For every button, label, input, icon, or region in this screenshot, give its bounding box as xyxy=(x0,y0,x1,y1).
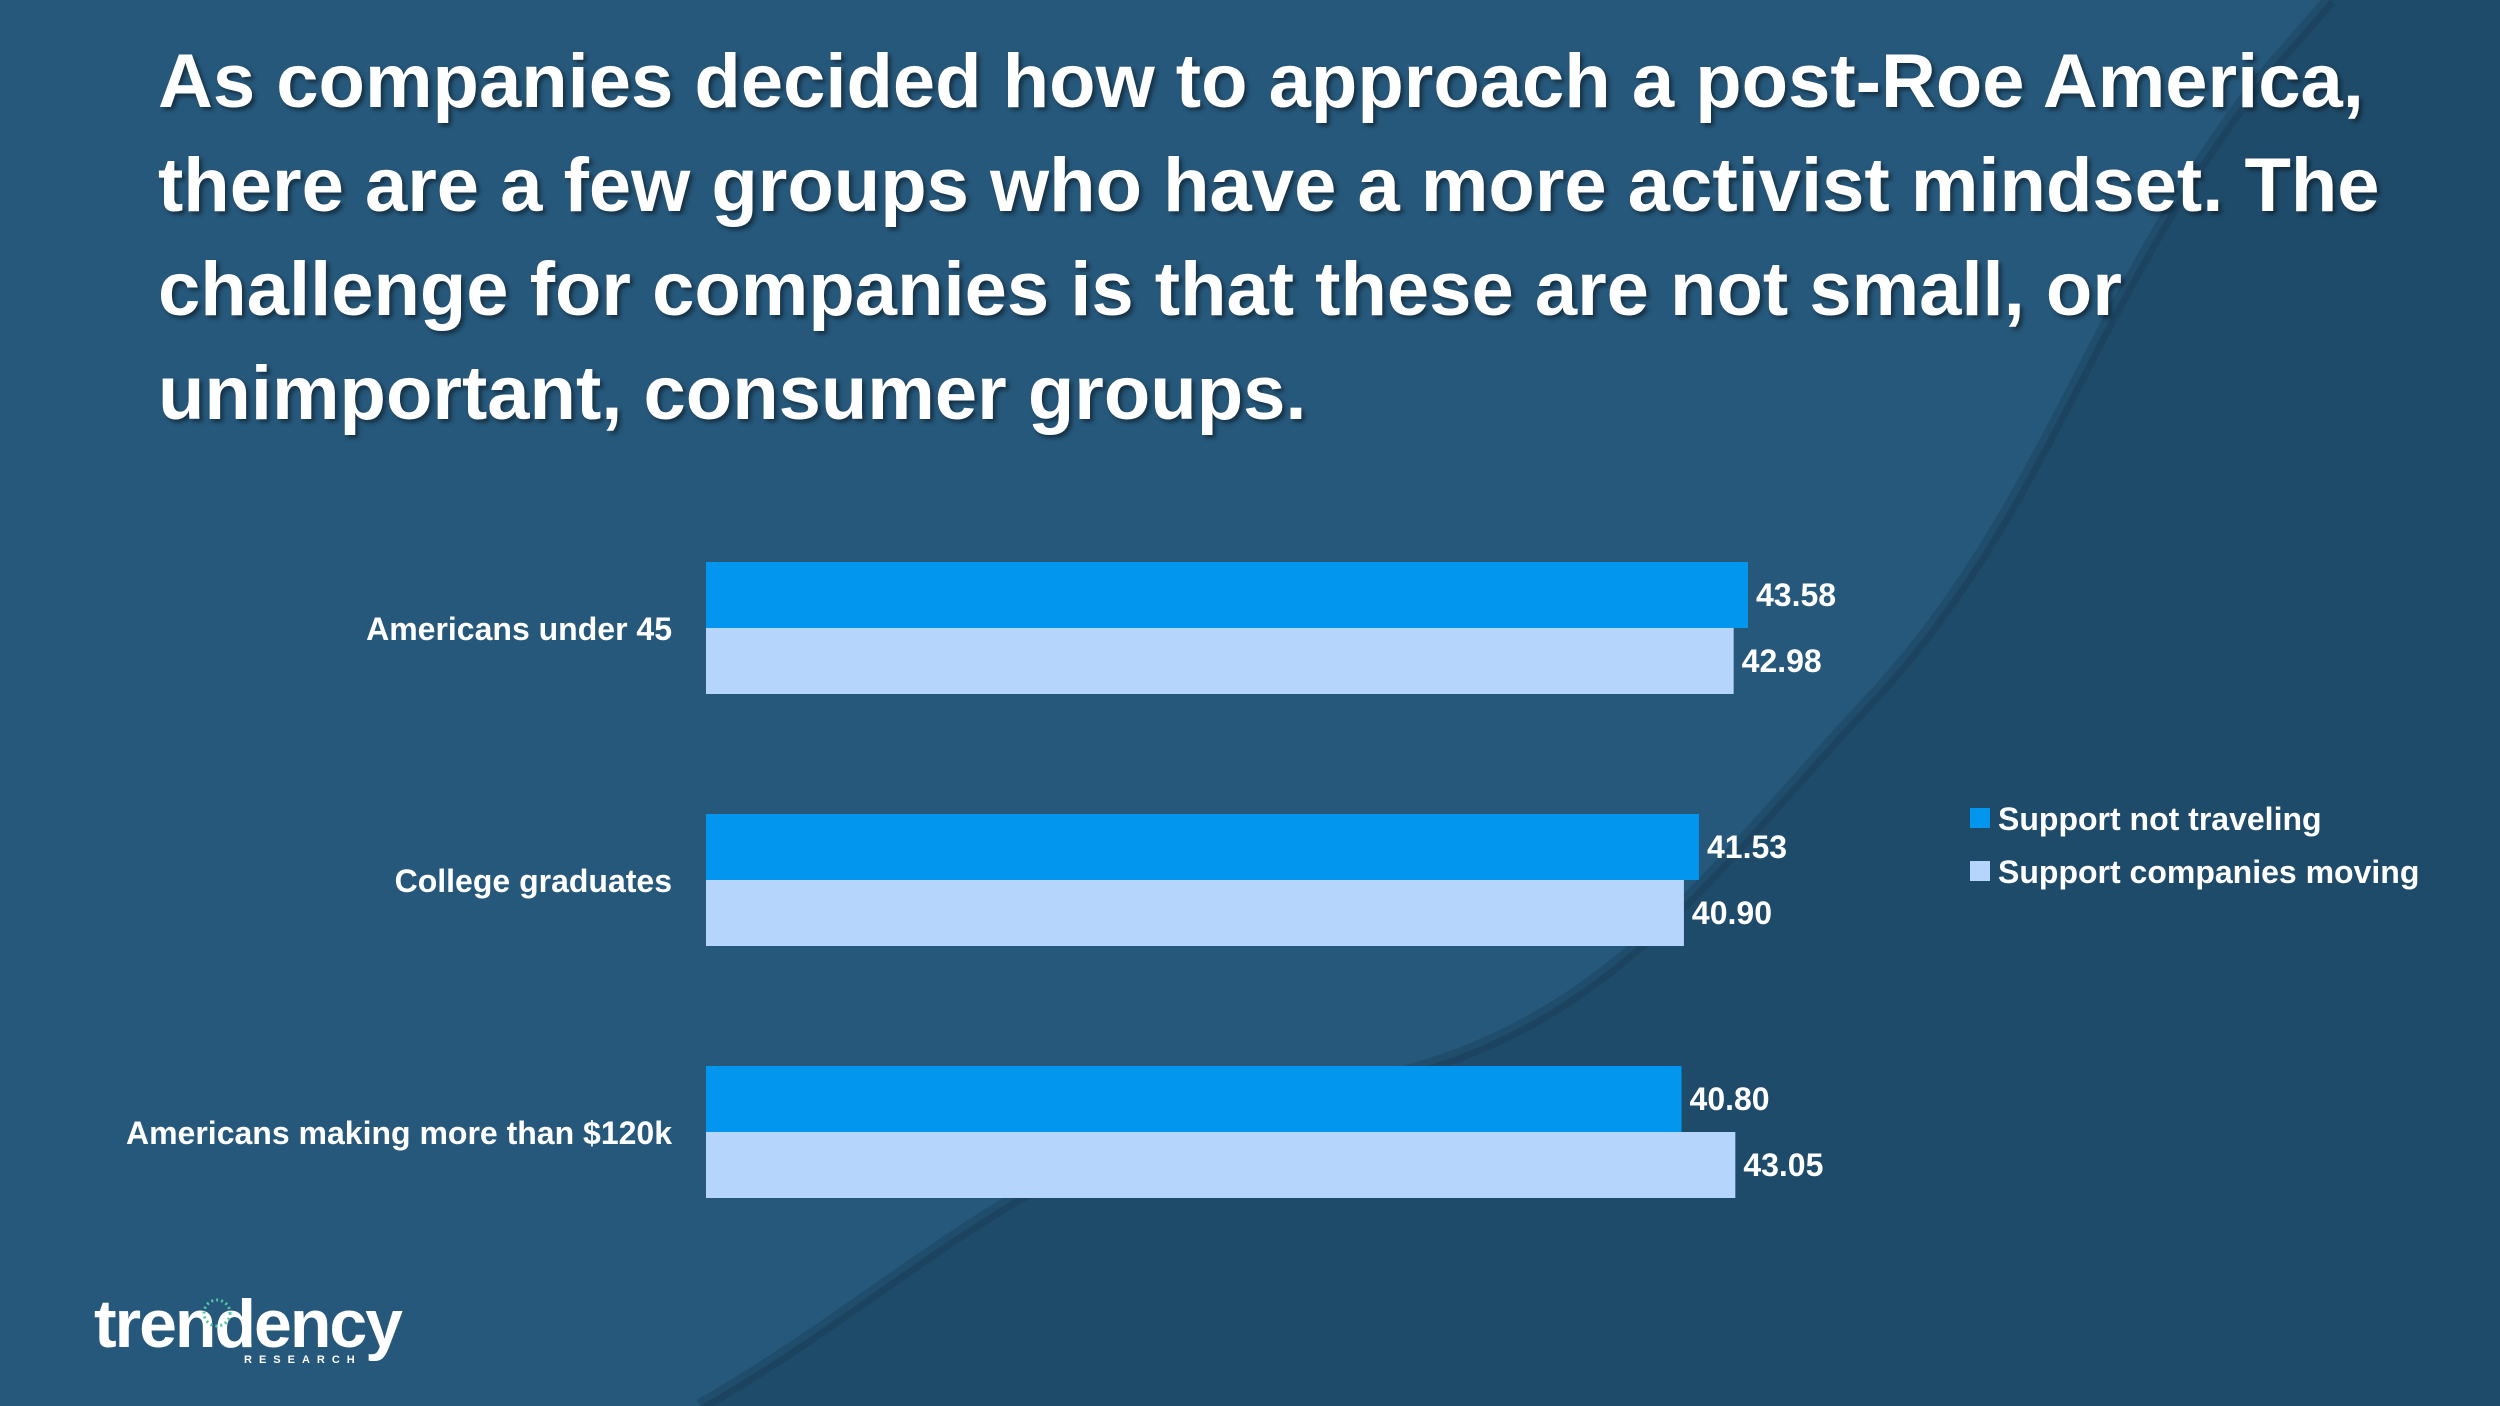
category-label: Americans making more than $120k xyxy=(126,1115,672,1151)
bar-support-not-traveling xyxy=(706,814,1699,880)
trendency-logo: trendency RESEARCH xyxy=(94,1286,424,1370)
bar-support-companies-moving xyxy=(706,628,1734,694)
bar-support-not-traveling xyxy=(706,1066,1682,1132)
bar-support-not-traveling xyxy=(706,562,1748,628)
category-label: Americans under 45 xyxy=(366,611,672,647)
category-label: College graduates xyxy=(395,863,672,899)
value-label: 43.58 xyxy=(1756,577,1836,613)
legend-label: Support not traveling xyxy=(1998,801,2322,837)
logo-wordmark: trendency xyxy=(94,1286,403,1362)
value-label: 40.90 xyxy=(1692,895,1772,931)
swoosh-shape xyxy=(700,0,2500,1406)
value-label: 42.98 xyxy=(1742,643,1822,679)
bar-support-companies-moving xyxy=(706,1132,1736,1198)
value-label: 41.53 xyxy=(1707,829,1787,865)
logo-subtitle: RESEARCH xyxy=(244,1354,362,1366)
legend-swatch xyxy=(1970,808,1990,828)
value-label: 40.80 xyxy=(1690,1081,1770,1117)
legend-label: Support companies moving xyxy=(1998,854,2419,890)
bar-support-companies-moving xyxy=(706,880,1684,946)
logo-dots-icon xyxy=(202,1298,232,1328)
legend-swatch xyxy=(1970,861,1990,881)
value-label: 43.05 xyxy=(1743,1147,1823,1183)
slide-title: As companies decided how to approach a p… xyxy=(158,39,2380,436)
